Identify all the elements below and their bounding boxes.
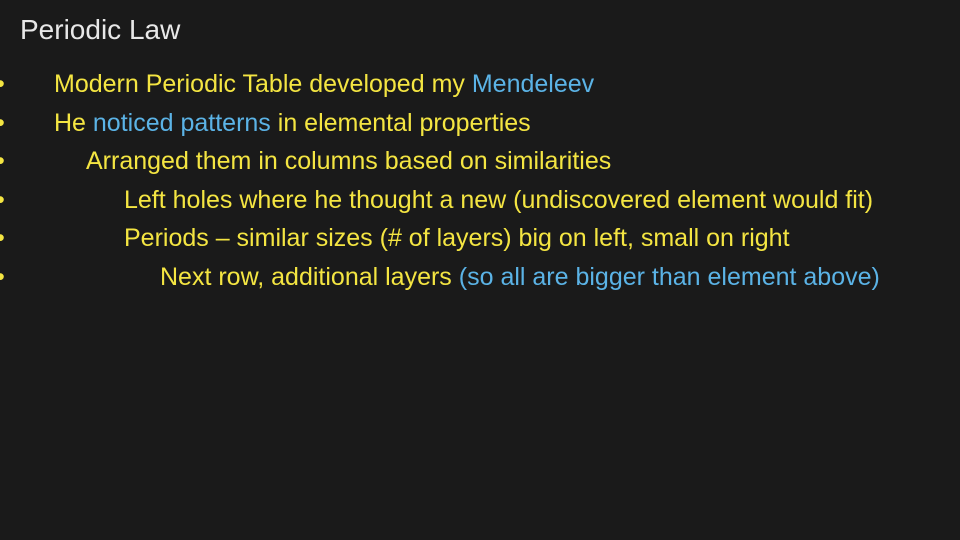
list-item: Left holes where he thought a new (undis… — [20, 182, 940, 220]
bullet-text: Modern Periodic Table developed my — [54, 70, 472, 98]
bullet-text: in elemental properties — [271, 109, 531, 137]
slide-container: Periodic Law Modern Periodic Table devel… — [0, 0, 960, 540]
bullet-text: He — [54, 109, 93, 137]
bullet-list: Modern Periodic Table developed my Mende… — [20, 66, 940, 296]
bullet-text: Next row, additional layers — [160, 263, 459, 291]
highlight-text: Mendeleev — [472, 70, 594, 98]
slide-title: Periodic Law — [20, 14, 940, 46]
list-item: Modern Periodic Table developed my Mende… — [20, 66, 940, 104]
highlight-text: noticed patterns — [93, 109, 271, 137]
bullet-text: Periods – similar sizes (# of layers) bi… — [124, 224, 790, 252]
list-item: He noticed patterns in elemental propert… — [20, 105, 940, 143]
bullet-text: Left holes where he thought a new (undis… — [124, 186, 873, 214]
bullet-text: Arranged them in columns based on simila… — [86, 147, 611, 175]
highlight-text: (so all are bigger than element above) — [459, 263, 880, 291]
list-item: Next row, additional layers (so all are … — [20, 259, 940, 297]
list-item: Arranged them in columns based on simila… — [20, 143, 940, 181]
list-item: Periods – similar sizes (# of layers) bi… — [20, 220, 940, 258]
